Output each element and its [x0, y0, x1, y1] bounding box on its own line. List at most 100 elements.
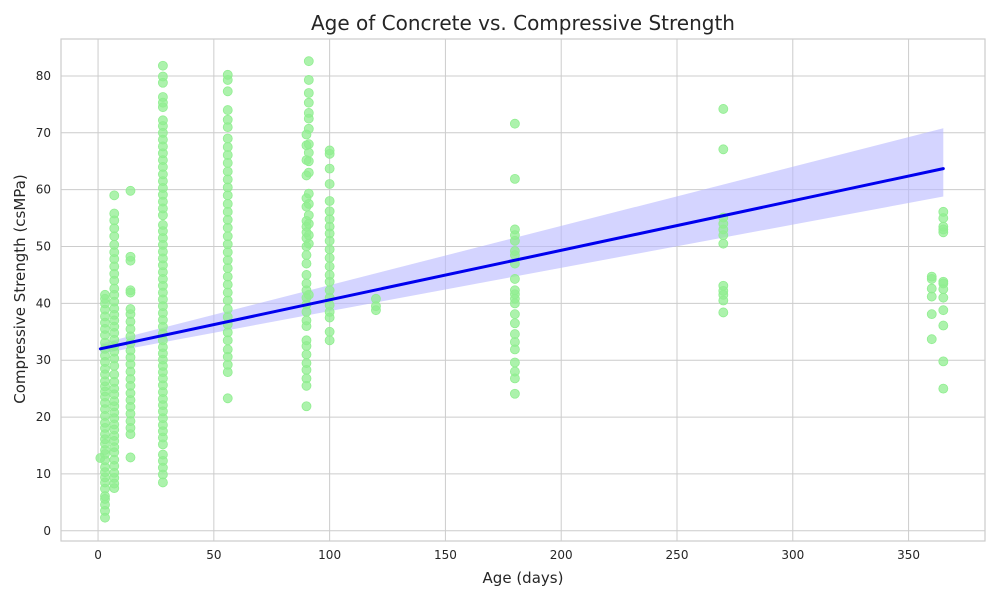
chart-title: Age of Concrete vs. Compressive Strength	[311, 11, 735, 35]
data-point	[718, 104, 729, 114]
y-tick-label: 70	[36, 126, 51, 140]
data-point	[303, 230, 314, 241]
data-point	[303, 198, 314, 209]
y-tick-label: 10	[36, 467, 51, 481]
data-point	[938, 276, 949, 287]
data-point	[938, 356, 949, 367]
x-tick-label: 200	[550, 548, 573, 562]
data-point	[222, 105, 233, 115]
data-point	[938, 305, 949, 316]
data-point	[301, 315, 312, 326]
data-point	[303, 75, 314, 85]
regression-line-layer	[98, 167, 945, 351]
data-point	[718, 238, 729, 249]
x-tick-label: 350	[897, 548, 920, 562]
data-point	[926, 309, 937, 320]
data-point	[303, 88, 314, 98]
data-point	[157, 71, 168, 82]
data-point	[301, 250, 312, 260]
data-point	[371, 293, 381, 304]
data-point	[109, 369, 120, 380]
data-point	[125, 251, 136, 262]
data-point	[157, 92, 168, 102]
data-point	[301, 401, 312, 412]
data-point	[222, 142, 233, 152]
data-point	[303, 289, 314, 300]
data-point	[100, 289, 110, 300]
data-point	[926, 283, 937, 294]
data-point	[509, 224, 520, 235]
data-point	[157, 60, 168, 71]
data-point	[303, 167, 314, 178]
y-tick-label: 30	[36, 353, 51, 367]
data-point	[303, 139, 314, 150]
data-point	[938, 383, 949, 394]
grid-lines	[61, 39, 985, 541]
data-point	[324, 252, 335, 263]
regression-line	[98, 167, 945, 351]
data-point	[303, 156, 314, 167]
data-point	[303, 210, 314, 221]
y-tick-label: 0	[43, 524, 51, 538]
tick-labels: 0 50 100 150 200 250 300 350 0 10 20 30 40 50 60 70 80	[36, 69, 920, 562]
data-point	[303, 238, 314, 249]
data-point	[301, 270, 312, 280]
y-axis-label: Compressive Strength (csMPa)	[11, 174, 29, 403]
data-point	[324, 196, 335, 206]
data-point	[324, 270, 335, 280]
y-tick-label: 20	[36, 410, 51, 424]
x-tick-label: 0	[94, 548, 102, 562]
data-point	[125, 304, 136, 314]
data-point	[222, 133, 233, 144]
data-point	[222, 166, 233, 177]
x-tick-label: 100	[318, 548, 341, 562]
data-point	[509, 357, 520, 368]
data-point	[109, 190, 120, 201]
data-point	[303, 97, 314, 108]
data-point	[509, 285, 520, 296]
data-point	[509, 274, 520, 284]
data-point	[157, 449, 168, 460]
data-point	[324, 335, 335, 346]
data-point	[718, 280, 729, 291]
y-tick-label: 50	[36, 240, 51, 254]
data-point	[718, 307, 729, 318]
data-point	[222, 344, 233, 355]
data-point	[324, 326, 335, 337]
data-point	[301, 335, 312, 346]
data-point	[324, 145, 335, 156]
data-point	[303, 218, 314, 229]
data-point	[222, 393, 233, 404]
y-tick-label: 40	[36, 296, 51, 310]
data-point	[718, 144, 729, 155]
data-point	[509, 309, 520, 320]
data-point	[301, 258, 312, 269]
data-point	[938, 320, 949, 331]
data-point	[303, 56, 314, 67]
data-points	[95, 56, 949, 523]
data-point	[303, 188, 314, 199]
plot-frame	[60, 38, 986, 542]
data-point	[222, 231, 233, 242]
data-point	[301, 349, 312, 360]
x-axis-label: Age (days)	[483, 569, 564, 587]
data-point	[301, 358, 312, 368]
data-point	[938, 292, 949, 303]
data-point	[301, 278, 312, 289]
data-point	[324, 206, 335, 217]
data-point	[109, 239, 120, 250]
data-point	[125, 285, 136, 296]
data-point	[926, 334, 937, 345]
data-point	[324, 285, 335, 296]
data-point	[109, 208, 120, 219]
data-point	[303, 123, 314, 134]
data-point	[926, 271, 937, 282]
data-point	[509, 118, 520, 129]
y-tick-label: 60	[36, 183, 51, 197]
data-point	[509, 388, 520, 399]
data-point	[125, 452, 136, 463]
data-point	[222, 114, 233, 125]
data-point	[509, 366, 520, 377]
